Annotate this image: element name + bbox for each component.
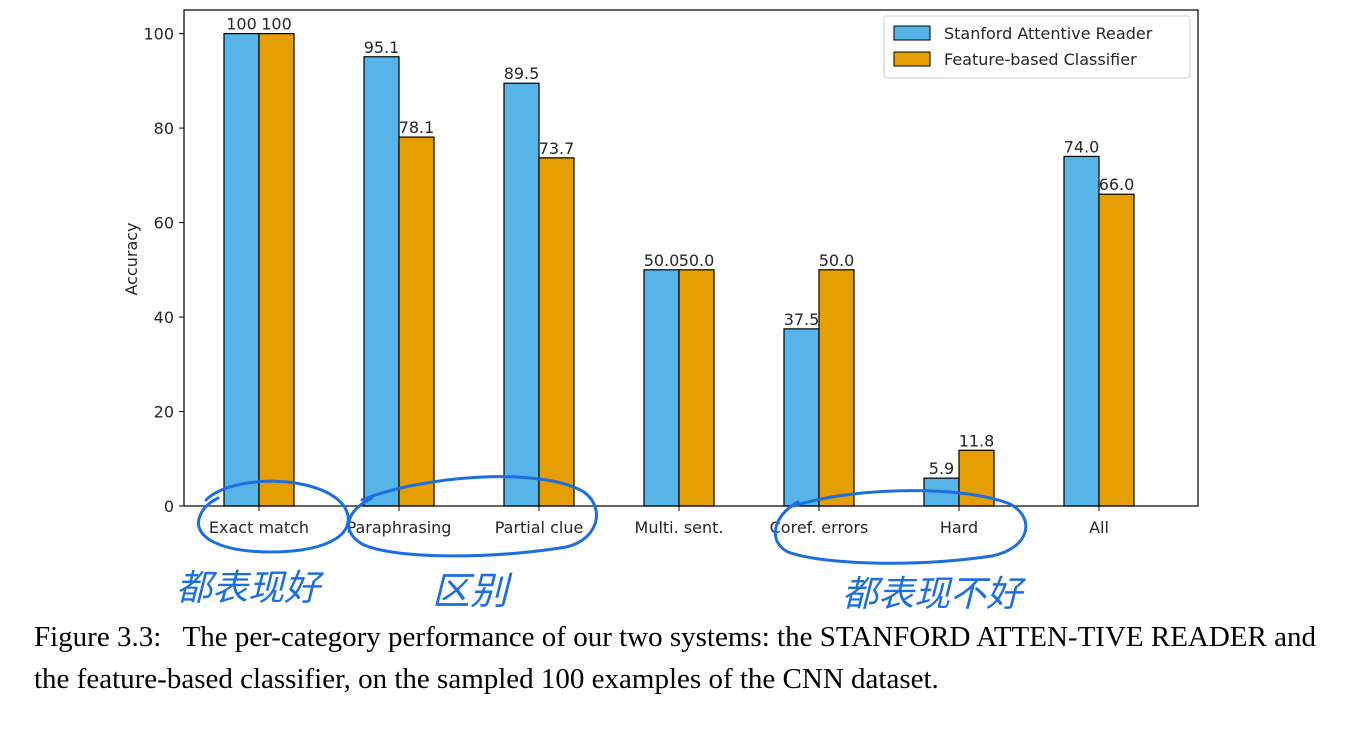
legend-swatch-feature-based-classifier: [893, 51, 931, 67]
y-tick-label-20: 20: [154, 403, 174, 422]
data-label-feature-based-classifier-coref-errors: 50.0: [819, 251, 855, 270]
bar-stanford-attentive-reader-paraphrasing: [363, 56, 400, 507]
data-label-stanford-attentive-reader-hard: 5.9: [929, 459, 954, 478]
x-tick-label-exact-match: Exact match: [209, 518, 309, 537]
data-label-feature-based-classifier-multi-sent: 50.0: [679, 251, 715, 270]
data-label-stanford-attentive-reader-coref-errors: 37.5: [784, 310, 820, 329]
bar-feature-based-classifier-all: [1098, 193, 1135, 507]
bar-stanford-attentive-reader-all: [1063, 155, 1100, 507]
x-tick-label-hard: Hard: [940, 518, 978, 537]
x-tick-label-coref-errors: Coref. errors: [770, 518, 869, 537]
figure-caption: Figure 3.3: The per-category performance…: [34, 616, 1334, 700]
bar-stanford-attentive-reader-coref-errors: [783, 328, 820, 507]
bar-feature-based-classifier-paraphrasing: [398, 136, 435, 507]
data-label-feature-based-classifier-all: 66.0: [1099, 175, 1135, 194]
handwritten-circle-paraphrasing-partial-clue: [347, 475, 598, 558]
handwritten-note-bad: 都表现不好: [842, 574, 1027, 615]
y-tick-label-40: 40: [154, 308, 174, 327]
bar-feature-based-classifier-multi-sent: [678, 269, 715, 507]
bars-layer: [223, 33, 1135, 507]
plot-frame: [183, 9, 1199, 507]
legend-label-stanford-attentive-reader: Stanford Attentive Reader: [944, 24, 1153, 43]
x-axis-ticks: Exact match Paraphrasing Partial clue Multi…: [209, 506, 1109, 537]
y-axis-ticks: 0 20 40 60 80 100: [143, 25, 184, 516]
handwritten-circle-exact-match: [197, 479, 350, 554]
bar-feature-based-classifier-partial-clue: [538, 157, 575, 507]
caption-prefix: Figure 3.3:: [34, 621, 162, 653]
data-label-stanford-attentive-reader-multi-sent: 50.0: [644, 251, 680, 270]
data-label-feature-based-classifier-partial-clue: 73.7: [539, 139, 575, 158]
bar-stanford-attentive-reader-partial-clue: [503, 82, 540, 507]
caption-text: The per-category performance of our two …: [34, 621, 1316, 695]
legend-box: [883, 15, 1191, 79]
bar-stanford-attentive-reader-exact-match: [223, 33, 260, 507]
handwritten-note-good: 都表现好: [176, 568, 325, 609]
y-tick-label-60: 60: [154, 214, 174, 233]
x-tick-label-paraphrasing: Paraphrasing: [347, 518, 452, 537]
handwritten-annotations: 都表现好 区别 都表现不好: [176, 475, 1028, 615]
legend-label-feature-based-classifier: Feature-based Classifier: [944, 50, 1137, 69]
data-label-stanford-attentive-reader-paraphrasing: 95.1: [364, 38, 400, 57]
x-tick-label-partial-clue: Partial clue: [495, 518, 584, 537]
data-label-stanford-attentive-reader-all: 74.0: [1064, 137, 1100, 156]
bar-feature-based-classifier-exact-match: [258, 33, 295, 507]
data-label-feature-based-classifier-paraphrasing: 78.1: [399, 118, 435, 137]
data-label-stanford-attentive-reader-exact-match: 100: [226, 15, 257, 34]
legend: Stanford Attentive Reader Feature-based …: [883, 15, 1191, 79]
y-axis-label: Accuracy: [122, 222, 141, 295]
y-tick-label-0: 0: [164, 497, 174, 516]
bar-stanford-attentive-reader-multi-sent: [643, 269, 680, 507]
x-tick-label-multi-sent: Multi. sent.: [635, 518, 724, 537]
x-tick-label-all: All: [1089, 518, 1109, 537]
handwritten-note-difference: 区别: [432, 569, 513, 613]
handwritten-circle-coref-hard: [773, 489, 1028, 565]
legend-swatch-stanford-attentive-reader: [893, 25, 931, 41]
bar-feature-based-classifier-coref-errors: [818, 269, 855, 507]
data-label-feature-based-classifier-hard: 11.8: [959, 431, 995, 450]
y-tick-label-80: 80: [154, 119, 174, 138]
data-label-stanford-attentive-reader-partial-clue: 89.5: [504, 64, 540, 83]
data-label-feature-based-classifier-exact-match: 100: [261, 15, 292, 34]
y-tick-label-100: 100: [143, 25, 174, 44]
